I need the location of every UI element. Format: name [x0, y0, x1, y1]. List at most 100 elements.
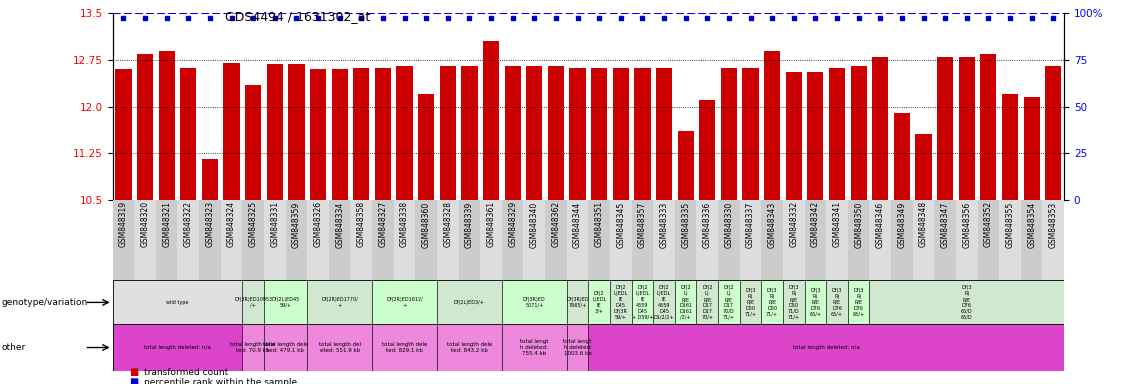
Bar	[742, 68, 759, 200]
Bar	[999, 200, 1021, 280]
Text: GSM848334: GSM848334	[336, 201, 345, 248]
Text: Df(2
L)EDL
IE
4559
D45
+ D59/+: Df(2 L)EDL IE 4559 D45 + D59/+	[632, 285, 653, 319]
Text: Df(2
L)EDL
IE
3/+: Df(2 L)EDL IE 3/+	[592, 291, 606, 314]
Bar	[956, 200, 977, 280]
Text: GSM848321: GSM848321	[162, 201, 171, 247]
Bar	[199, 200, 221, 280]
Bar	[458, 200, 480, 280]
Bar	[591, 68, 607, 200]
Bar	[674, 280, 697, 324]
Text: GSM848332: GSM848332	[789, 201, 798, 247]
Bar	[805, 200, 826, 280]
Text: total lengt
h deleted:
755.4 kb: total lengt h deleted: 755.4 kb	[520, 339, 548, 356]
Bar	[310, 70, 327, 200]
Text: Df(3
R)
R/E
D76
65/+: Df(3 R) R/E D76 65/+	[810, 288, 821, 316]
Bar	[462, 66, 477, 200]
Bar	[981, 54, 997, 200]
Bar	[913, 200, 935, 280]
Bar	[502, 280, 566, 324]
Bar	[718, 280, 740, 324]
Text: Df(3
R)
R/E
D50
71/D
71/+: Df(3 R) R/E D50 71/D 71/+	[788, 285, 799, 319]
Bar	[869, 280, 1064, 324]
Text: total length deleted: n/a: total length deleted: n/a	[793, 345, 859, 350]
Bar	[288, 65, 304, 200]
Text: percentile rank within the sample: percentile rank within the sample	[144, 377, 297, 384]
Text: GSM848362: GSM848362	[552, 201, 561, 247]
Text: Df(2R)ED1612/
+: Df(2R)ED1612/ +	[386, 297, 423, 308]
Text: Df(2L)ED3/+: Df(2L)ED3/+	[454, 300, 485, 305]
Bar	[566, 324, 588, 371]
Bar	[891, 200, 913, 280]
Bar	[113, 280, 242, 324]
Bar	[396, 66, 412, 200]
Text: GSM848345: GSM848345	[616, 201, 625, 248]
Bar	[350, 200, 372, 280]
Bar	[504, 66, 520, 200]
Bar	[761, 280, 783, 324]
Bar	[524, 200, 545, 280]
Bar	[718, 200, 740, 280]
Bar	[958, 57, 975, 200]
Text: GSM848327: GSM848327	[378, 201, 387, 247]
Text: ■: ■	[129, 377, 138, 384]
Text: Df(2
L)
R/E
D17
70/D
71/+: Df(2 L) R/E D17 70/D 71/+	[723, 285, 735, 319]
Bar	[354, 68, 369, 200]
Bar	[566, 280, 588, 324]
Text: GSM848324: GSM848324	[227, 201, 236, 247]
Bar	[761, 200, 783, 280]
Text: total length deleted: n/a: total length deleted: n/a	[144, 345, 211, 350]
Bar	[134, 200, 155, 280]
Bar	[415, 200, 437, 280]
Bar	[937, 57, 954, 200]
Text: Df(2L)ED45
59/+: Df(2L)ED45 59/+	[271, 297, 300, 308]
Bar	[566, 200, 588, 280]
Bar	[1021, 200, 1043, 280]
Text: other: other	[1, 343, 26, 352]
Text: GSM848339: GSM848339	[465, 201, 474, 248]
Bar	[610, 280, 632, 324]
Text: total length dele
ted: 843.2 kb: total length dele ted: 843.2 kb	[447, 342, 492, 353]
Text: Df(3
R)
R/E
D76
65/+: Df(3 R) R/E D76 65/+	[831, 288, 843, 316]
Text: GDS4494 / 1631302_at: GDS4494 / 1631302_at	[225, 10, 370, 23]
Text: GSM848342: GSM848342	[811, 201, 820, 247]
Text: Df(2
L)EDL
IE
4559
D45
D1/2/2+: Df(2 L)EDL IE 4559 D45 D1/2/2+	[654, 285, 674, 319]
Bar	[786, 73, 802, 200]
Bar	[113, 324, 242, 371]
Text: GSM848341: GSM848341	[832, 201, 841, 247]
Text: GSM848344: GSM848344	[573, 201, 582, 248]
Bar	[221, 200, 242, 280]
Text: total length dele
ted: 829.1 kb: total length dele ted: 829.1 kb	[382, 342, 427, 353]
Bar	[1045, 66, 1062, 200]
Bar	[783, 280, 805, 324]
Bar	[483, 41, 499, 200]
Text: Df(3
R)
R/E
D50
71/+: Df(3 R) R/E D50 71/+	[766, 288, 778, 316]
Text: genotype/variation: genotype/variation	[1, 298, 88, 307]
Bar	[480, 200, 502, 280]
Bar	[329, 200, 350, 280]
Bar	[263, 324, 307, 371]
Bar	[674, 200, 697, 280]
Text: GSM848335: GSM848335	[681, 201, 690, 248]
Bar	[155, 200, 178, 280]
Bar	[634, 68, 651, 200]
Bar	[829, 68, 846, 200]
Text: GSM848319: GSM848319	[119, 201, 128, 247]
Text: Df(3
R)
R/E
D76
65/+: Df(3 R) R/E D76 65/+	[852, 288, 865, 316]
Bar	[653, 280, 674, 324]
Text: Df(2
L)
R/E
D17
D17
70/+: Df(2 L) R/E D17 D17 70/+	[701, 285, 713, 319]
Bar	[915, 134, 931, 200]
Text: Df(3R)ED
5071/+: Df(3R)ED 5071/+	[522, 297, 546, 308]
Bar	[307, 324, 372, 371]
Text: transformed count: transformed count	[144, 368, 229, 377]
Bar	[159, 51, 175, 200]
Bar	[894, 113, 910, 200]
Bar	[977, 200, 999, 280]
Text: GSM848357: GSM848357	[638, 201, 647, 248]
Bar	[437, 324, 502, 371]
Text: total lengt
h deleted:
1003.6 kb: total lengt h deleted: 1003.6 kb	[563, 339, 591, 356]
Bar	[547, 66, 564, 200]
Bar	[656, 68, 672, 200]
Bar	[267, 65, 283, 200]
Bar	[115, 70, 132, 200]
Text: total length del
eted: 551.9 kb: total length del eted: 551.9 kb	[319, 342, 360, 353]
